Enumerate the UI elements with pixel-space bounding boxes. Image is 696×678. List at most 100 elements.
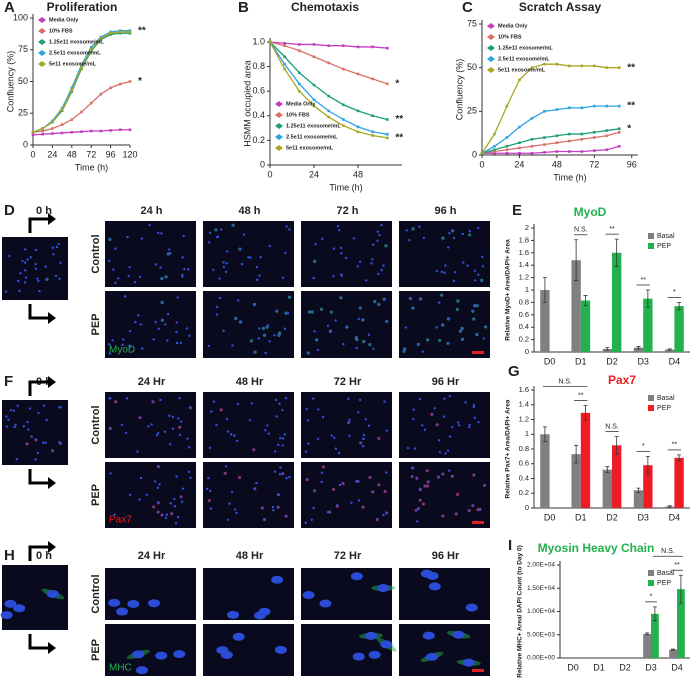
nucleus <box>405 229 408 232</box>
nucleus <box>411 466 414 470</box>
error-bar <box>677 454 682 462</box>
nucleus <box>157 231 160 235</box>
nucleus <box>30 435 33 438</box>
y-tick-label: 50 <box>467 62 477 72</box>
error-bar <box>671 648 676 651</box>
nucleus <box>454 512 458 516</box>
bar <box>580 300 591 352</box>
nucleus <box>141 347 144 350</box>
nucleus <box>34 248 38 252</box>
nucleus <box>227 518 230 521</box>
row-label: Control <box>90 574 102 613</box>
nucleus <box>222 261 225 264</box>
nucleus <box>418 499 422 502</box>
nucleus <box>9 408 13 412</box>
nucleus <box>476 226 480 230</box>
row-label: PEP <box>90 484 102 506</box>
nucleus <box>57 242 60 246</box>
significance-label: ** <box>672 442 678 449</box>
nucleus <box>253 303 256 306</box>
nucleus <box>277 443 280 447</box>
bar <box>540 290 550 352</box>
nucleus <box>441 323 444 327</box>
micrograph <box>301 568 392 620</box>
nucleus <box>164 323 167 326</box>
nucleus <box>151 400 155 404</box>
data-line <box>32 31 130 133</box>
nucleus <box>447 317 450 321</box>
nucleus <box>188 334 191 337</box>
legend-label: 1.25e11 exosome/mL <box>49 39 104 45</box>
nucleus <box>441 514 445 518</box>
nucleus <box>59 261 62 265</box>
nucleus <box>259 256 262 259</box>
nucleus <box>444 264 447 267</box>
annotation: * <box>627 123 631 134</box>
nucleus <box>435 326 438 329</box>
nucleus <box>438 339 441 342</box>
nucleus <box>473 304 476 307</box>
nucleus <box>418 398 422 401</box>
nucleus <box>173 497 176 501</box>
micrograph <box>399 568 490 620</box>
error-bar <box>583 405 588 421</box>
nucleus <box>442 415 446 418</box>
nucleus <box>164 275 168 278</box>
error-bar <box>677 302 682 311</box>
nucleus <box>483 484 486 487</box>
x-tick-label: D1 <box>593 662 605 672</box>
y-axis-label: Confluency (%) <box>5 51 15 113</box>
nucleus <box>459 329 462 333</box>
nucleus <box>382 513 385 517</box>
nucleus <box>181 487 185 490</box>
time-label: 96 h <box>434 205 456 217</box>
bar <box>580 412 591 508</box>
nucleus <box>468 233 471 237</box>
nucleus <box>275 415 278 418</box>
error-bar <box>614 436 619 455</box>
arrow <box>28 304 48 320</box>
nucleus <box>228 502 231 505</box>
nucleus <box>235 511 238 515</box>
nucleus <box>166 339 169 342</box>
nucleus <box>247 256 250 259</box>
nucleus <box>116 277 120 280</box>
significance-label: N.S. <box>661 548 675 555</box>
nucleus <box>371 258 374 261</box>
micrograph <box>399 221 490 287</box>
nucleus <box>255 265 259 269</box>
nucleus <box>37 279 40 283</box>
y-tick-label: 1.6 <box>519 385 529 394</box>
x-axis-label: Time (h) <box>329 182 362 192</box>
y-tick-label: 0.4 <box>519 322 529 331</box>
nucleus <box>334 447 338 450</box>
nucleus <box>335 504 339 507</box>
nucleus <box>215 313 219 316</box>
nucleus <box>443 271 446 274</box>
nucleus <box>326 510 330 514</box>
nucleus <box>361 505 365 509</box>
nucleus <box>273 450 277 453</box>
micrograph <box>301 392 392 458</box>
legend-label: PEP <box>657 243 671 250</box>
nucleus <box>113 513 116 516</box>
nucleus <box>171 415 174 419</box>
bar <box>651 613 659 658</box>
nucleus <box>371 490 374 494</box>
data-line <box>269 41 388 139</box>
nucleus <box>8 254 11 258</box>
chart-title: Proliferation <box>47 0 118 14</box>
nucleus <box>13 425 16 429</box>
nucleus <box>34 438 38 442</box>
nucleus <box>167 252 170 256</box>
nucleus <box>262 327 265 330</box>
error-bar <box>605 466 610 473</box>
arrow <box>28 545 48 561</box>
nucleus <box>358 398 362 402</box>
nucleus <box>215 235 219 239</box>
nucleus <box>255 481 258 485</box>
nucleus <box>225 262 228 265</box>
nucleus <box>367 424 371 427</box>
nucleus <box>283 433 286 436</box>
nucleus <box>348 418 351 421</box>
